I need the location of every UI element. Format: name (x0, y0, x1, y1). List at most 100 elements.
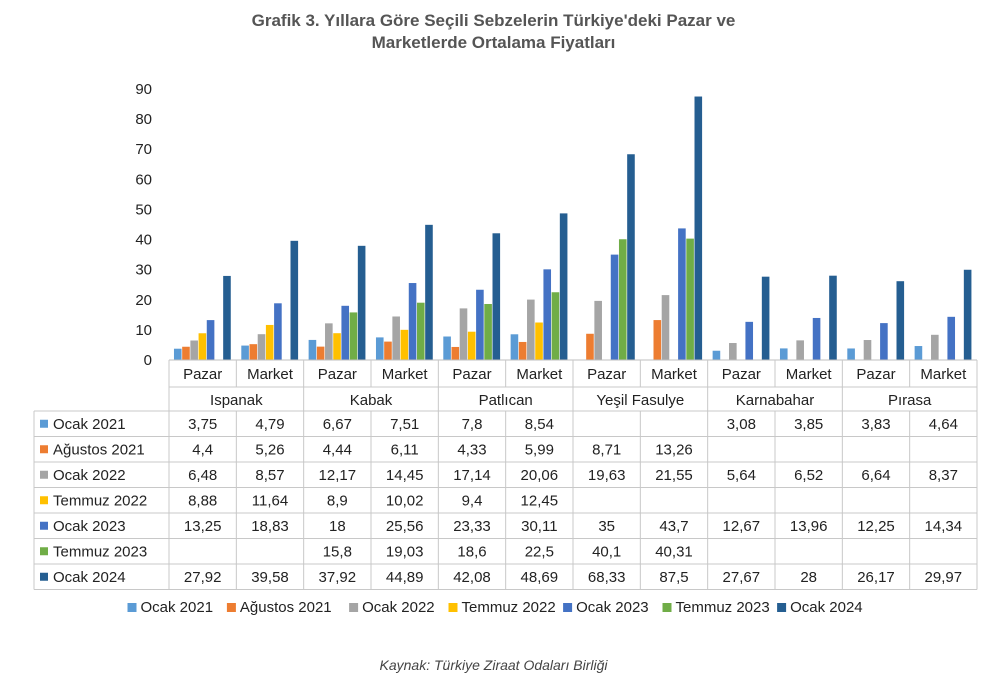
data-label: 12,45 (521, 492, 559, 509)
table-row-label: Ağustos 2021 (53, 441, 145, 458)
bar (451, 346, 460, 360)
bar (880, 323, 888, 360)
y-tick-label: 80 (135, 111, 152, 128)
data-label: 13,25 (184, 518, 222, 535)
bar (467, 331, 476, 360)
bar (510, 334, 519, 360)
data-label: 3,75 (188, 416, 217, 433)
source-note: Kaynak: Türkiye Ziraat Odaları Birliği (379, 657, 608, 673)
data-label: 8,54 (525, 416, 554, 433)
legend-key (563, 603, 573, 612)
data-label: 12,25 (857, 518, 895, 535)
table-row-label: Ocak 2021 (53, 416, 126, 433)
table-row-label: Temmuz 2023 (53, 543, 147, 560)
y-tick-label: 30 (135, 262, 152, 279)
data-label: 29,97 (925, 569, 963, 586)
bar (745, 321, 754, 360)
data-label: 7,51 (390, 416, 419, 433)
bar (729, 343, 737, 360)
bar (863, 340, 872, 360)
data-label: 21,55 (655, 467, 693, 484)
bar (190, 340, 198, 360)
data-label: 8,9 (327, 492, 348, 509)
bar (173, 348, 182, 360)
y-tick-label: 10 (135, 322, 152, 339)
bar (249, 344, 258, 360)
data-label: 12,17 (319, 467, 357, 484)
bar (559, 213, 568, 360)
data-label: 12,67 (723, 518, 761, 535)
x-subcategory-label: Market (382, 366, 429, 383)
data-label: 28 (800, 569, 817, 586)
data-label: 6,64 (861, 467, 890, 484)
legend-label: Temmuz 2023 (676, 599, 770, 616)
table-row-label: Ocak 2024 (53, 569, 126, 586)
chart-title-line1: Grafik 3. Yıllara Göre Seçili Sebzelerin… (251, 11, 736, 30)
data-label: 25,56 (386, 518, 424, 535)
data-label: 39,58 (251, 569, 289, 586)
x-group-label: Patlıcan (479, 392, 533, 409)
table-legend-key (40, 419, 48, 428)
legend-label: Ocak 2024 (790, 599, 863, 616)
legend-key (349, 603, 359, 612)
legend-label: Ağustos 2021 (240, 599, 332, 616)
bar (265, 324, 274, 360)
bar (408, 283, 417, 360)
bar (484, 303, 492, 360)
x-group-label: Yeşil Fasulye (596, 392, 684, 409)
data-label: 18,6 (457, 543, 486, 560)
data-label: 19,63 (588, 467, 626, 484)
x-group-label: Pırasa (888, 392, 932, 409)
data-label: 9,4 (462, 492, 483, 509)
bar (518, 341, 527, 360)
x-subcategory-label: Pazar (318, 366, 357, 383)
bar (492, 233, 501, 360)
bar (653, 320, 662, 360)
bar (416, 302, 425, 360)
x-group-label: Karnabahar (736, 392, 814, 409)
data-label: 20,06 (521, 467, 559, 484)
bar (443, 336, 451, 360)
data-label: 48,69 (521, 569, 559, 586)
bar (375, 337, 384, 360)
bar (551, 292, 560, 360)
data-label: 14,34 (925, 518, 963, 535)
bar (931, 334, 939, 360)
data-label: 26,17 (857, 569, 895, 586)
bar (847, 348, 855, 360)
table-row-label: Temmuz 2022 (53, 492, 147, 509)
bar (829, 275, 837, 360)
bar (198, 333, 207, 360)
data-label: 5,99 (525, 441, 554, 458)
data-label: 8,57 (255, 467, 284, 484)
bar (333, 333, 341, 360)
data-label: 18,83 (251, 518, 289, 535)
bar (392, 316, 400, 360)
bar (223, 275, 231, 360)
data-label: 5,26 (255, 441, 284, 458)
data-label: 30,11 (521, 518, 557, 535)
x-subcategory-label: Pazar (587, 366, 626, 383)
x-subcategory-label: Market (786, 366, 833, 383)
data-label: 10,02 (386, 492, 424, 509)
legend-label: Temmuz 2022 (462, 599, 556, 616)
bar (535, 322, 543, 360)
data-label: 3,83 (861, 416, 890, 433)
bar (274, 303, 282, 360)
data-label: 17,14 (453, 467, 491, 484)
chart-title: Grafik 3. Yıllara Göre Seçili Sebzelerin… (0, 10, 987, 54)
data-label: 44,89 (386, 569, 424, 586)
bar (896, 281, 905, 360)
x-subcategory-label: Market (247, 366, 294, 383)
bar (947, 316, 956, 360)
data-label: 6,67 (323, 416, 352, 433)
chart-title-line2: Marketlerde Ortalama Fiyatları (371, 33, 616, 52)
x-subcategory-label: Pazar (452, 366, 491, 383)
table-legend-key (40, 572, 48, 581)
bar (257, 334, 266, 360)
data-label: 87,5 (659, 569, 688, 586)
data-label: 23,33 (453, 518, 491, 535)
table-legend-key (40, 547, 48, 556)
legend-key (662, 603, 672, 612)
